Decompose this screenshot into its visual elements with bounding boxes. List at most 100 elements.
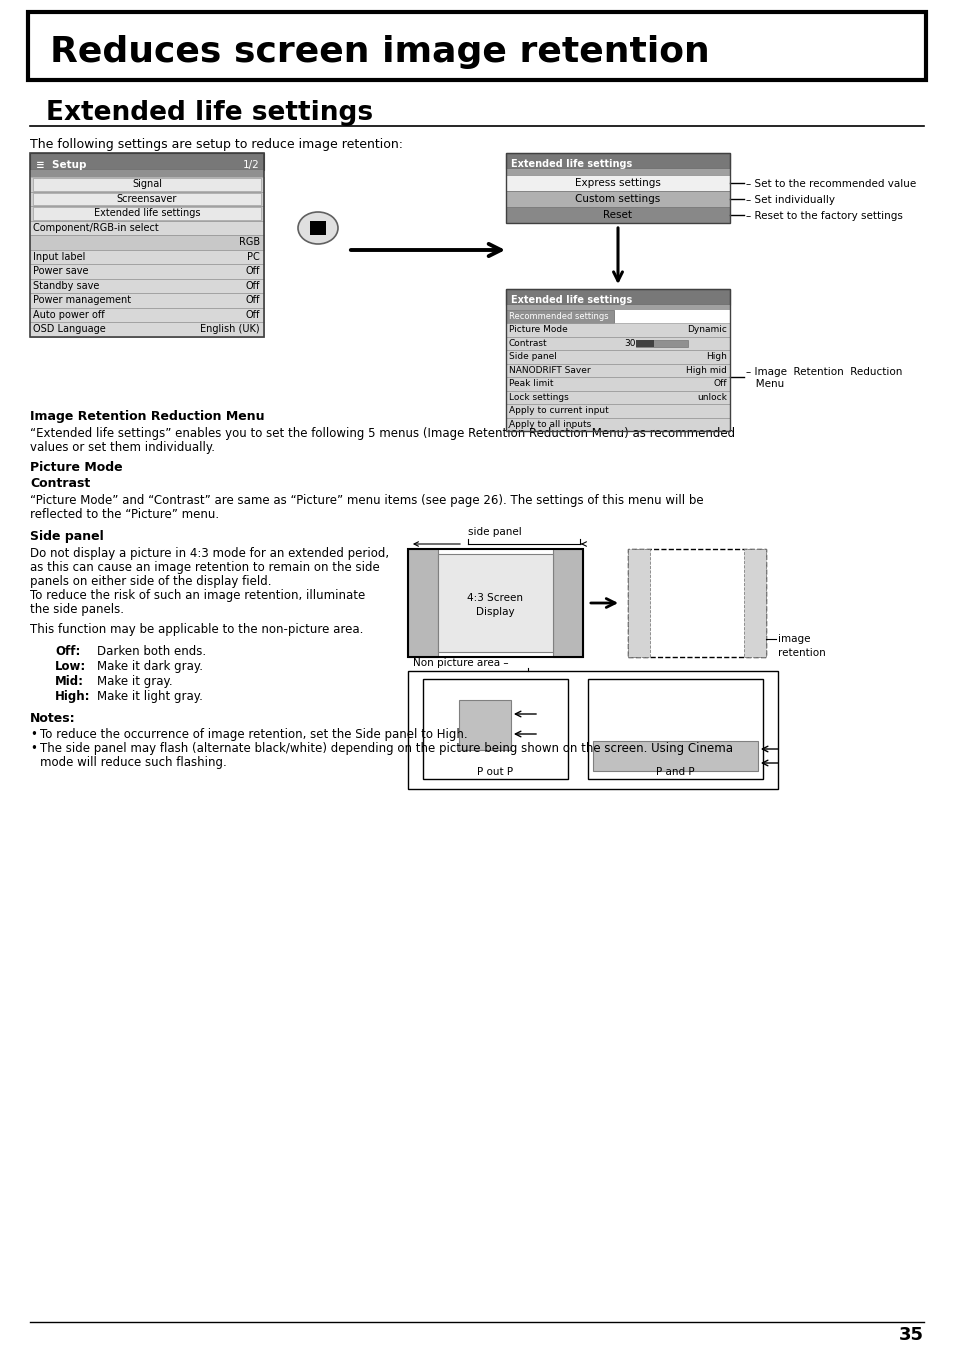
Bar bbox=[30, 177, 264, 192]
Bar bbox=[30, 278, 264, 293]
Text: Side panel: Side panel bbox=[509, 352, 557, 362]
Bar bbox=[30, 207, 264, 220]
Bar bbox=[505, 190, 729, 207]
Bar bbox=[743, 549, 765, 657]
Text: Off: Off bbox=[245, 281, 260, 290]
Text: – Set individually: – Set individually bbox=[745, 194, 834, 205]
Bar bbox=[30, 170, 264, 177]
Text: English (UK): English (UK) bbox=[200, 324, 260, 335]
Bar bbox=[30, 153, 264, 170]
Bar bbox=[30, 235, 264, 250]
Bar bbox=[593, 741, 758, 771]
Bar bbox=[30, 265, 264, 278]
Text: Peak limit: Peak limit bbox=[509, 379, 553, 389]
Bar bbox=[627, 549, 765, 657]
Text: Reset: Reset bbox=[603, 211, 632, 220]
Bar bbox=[505, 390, 729, 404]
Text: Image Retention Reduction Menu: Image Retention Reduction Menu bbox=[30, 410, 264, 423]
Text: Off:: Off: bbox=[55, 645, 80, 657]
Text: 35: 35 bbox=[898, 1326, 923, 1345]
Text: side panel: side panel bbox=[468, 526, 521, 537]
Bar bbox=[505, 336, 729, 350]
Text: Picture Mode: Picture Mode bbox=[509, 325, 567, 335]
Bar bbox=[30, 323, 264, 336]
Bar bbox=[30, 192, 264, 207]
Text: •: • bbox=[30, 728, 37, 741]
Text: Picture Mode: Picture Mode bbox=[30, 460, 123, 474]
Text: unlock: unlock bbox=[697, 393, 726, 402]
Text: Lock settings: Lock settings bbox=[509, 393, 568, 402]
Text: Recommended settings: Recommended settings bbox=[509, 312, 608, 321]
Text: mode will reduce such flashing.: mode will reduce such flashing. bbox=[40, 756, 227, 770]
Text: 4:3 Screen: 4:3 Screen bbox=[467, 593, 523, 603]
Text: Express settings: Express settings bbox=[575, 178, 660, 188]
Text: Extended life settings: Extended life settings bbox=[511, 159, 632, 169]
Text: Side panel: Side panel bbox=[30, 531, 104, 543]
Bar bbox=[587, 679, 762, 779]
Text: Dynamic: Dynamic bbox=[686, 325, 726, 335]
Text: Off: Off bbox=[245, 296, 260, 305]
Bar bbox=[505, 404, 729, 417]
Bar bbox=[505, 363, 729, 377]
Text: The side panel may flash (alternate black/white) depending on the picture being : The side panel may flash (alternate blac… bbox=[40, 743, 732, 755]
Text: Do not display a picture in 4:3 mode for an extended period,: Do not display a picture in 4:3 mode for… bbox=[30, 547, 389, 560]
Text: Extended life settings: Extended life settings bbox=[46, 100, 373, 126]
Text: Component/RGB-in select: Component/RGB-in select bbox=[33, 223, 158, 232]
Text: NANODRIFT Saver: NANODRIFT Saver bbox=[509, 366, 590, 375]
Text: Screensaver: Screensaver bbox=[116, 194, 177, 204]
Text: Extended life settings: Extended life settings bbox=[93, 208, 200, 219]
Bar bbox=[505, 350, 729, 363]
Bar bbox=[310, 221, 326, 235]
Text: image: image bbox=[778, 634, 810, 644]
Text: Non picture area –: Non picture area – bbox=[413, 657, 508, 668]
Bar bbox=[505, 169, 729, 176]
Text: 30: 30 bbox=[623, 339, 635, 348]
Text: – Set to the recommended value: – Set to the recommended value bbox=[745, 180, 915, 189]
Text: Extended life settings: Extended life settings bbox=[511, 296, 632, 305]
Text: Power save: Power save bbox=[33, 266, 89, 277]
Bar bbox=[505, 377, 729, 390]
Bar bbox=[458, 701, 511, 751]
Bar bbox=[505, 289, 729, 431]
Bar bbox=[505, 310, 614, 323]
Text: P and P: P and P bbox=[656, 767, 694, 778]
Text: Apply to current input: Apply to current input bbox=[509, 406, 608, 416]
Bar bbox=[33, 193, 261, 205]
Text: Off: Off bbox=[245, 266, 260, 277]
Text: Make it dark gray.: Make it dark gray. bbox=[97, 660, 203, 674]
Text: ≡  Setup: ≡ Setup bbox=[36, 161, 87, 170]
Bar bbox=[30, 308, 264, 323]
Text: Signal: Signal bbox=[132, 180, 162, 189]
Text: – Image  Retention  Reduction
   Menu: – Image Retention Reduction Menu bbox=[745, 367, 902, 389]
Text: Off: Off bbox=[713, 379, 726, 389]
Text: RGB: RGB bbox=[238, 238, 260, 247]
Text: – Reset to the factory settings: – Reset to the factory settings bbox=[745, 211, 902, 221]
Bar bbox=[422, 679, 567, 779]
Bar bbox=[505, 417, 729, 431]
Bar bbox=[627, 549, 649, 657]
Text: “Extended life settings” enables you to set the following 5 menus (Image Retenti: “Extended life settings” enables you to … bbox=[30, 427, 735, 440]
Text: High mid: High mid bbox=[685, 366, 726, 375]
Text: Display: Display bbox=[476, 608, 515, 617]
Bar bbox=[437, 554, 553, 652]
Ellipse shape bbox=[297, 212, 337, 244]
Text: Auto power off: Auto power off bbox=[33, 309, 105, 320]
Text: To reduce the occurrence of image retention, set the Side panel to High.: To reduce the occurrence of image retent… bbox=[40, 728, 467, 741]
Text: Reduces screen image retention: Reduces screen image retention bbox=[50, 35, 709, 69]
Bar bbox=[408, 671, 778, 788]
Bar bbox=[505, 289, 729, 305]
Text: values or set them individually.: values or set them individually. bbox=[30, 441, 214, 454]
Text: retention: retention bbox=[778, 648, 825, 657]
Bar bbox=[28, 12, 925, 80]
Bar bbox=[408, 549, 437, 657]
Bar bbox=[30, 220, 264, 235]
Text: “Picture Mode” and “Contrast” are same as “Picture” menu items (see page 26). Th: “Picture Mode” and “Contrast” are same a… bbox=[30, 494, 703, 508]
Bar bbox=[30, 250, 264, 265]
Text: panels on either side of the display field.: panels on either side of the display fie… bbox=[30, 575, 272, 589]
Bar bbox=[30, 293, 264, 308]
Text: Standby save: Standby save bbox=[33, 281, 99, 290]
Text: P out P: P out P bbox=[476, 767, 513, 778]
Bar bbox=[505, 153, 729, 169]
Text: High: High bbox=[705, 352, 726, 362]
Text: Make it gray.: Make it gray. bbox=[97, 675, 172, 688]
